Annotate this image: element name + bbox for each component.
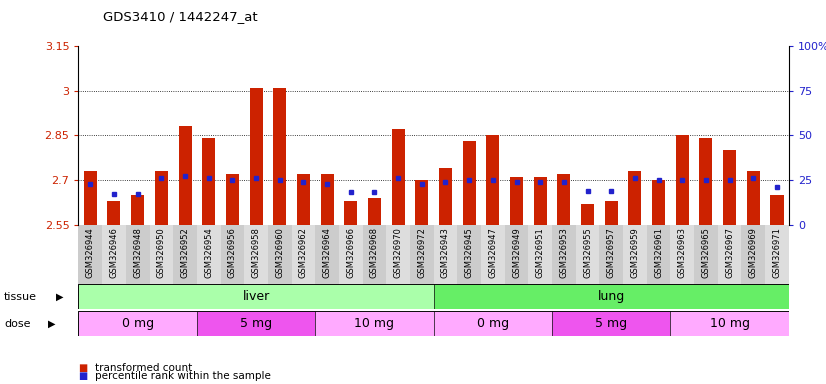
Bar	[225, 174, 239, 225]
Bar	[652, 180, 665, 225]
Bar	[434, 311, 552, 336]
Bar	[576, 225, 600, 296]
Bar	[415, 180, 429, 225]
Bar	[458, 225, 481, 296]
Bar	[605, 201, 618, 225]
Bar	[671, 225, 694, 296]
Bar	[410, 225, 434, 296]
Bar	[676, 136, 689, 225]
Text: ▶: ▶	[56, 291, 64, 302]
Bar	[363, 225, 387, 296]
Bar	[154, 171, 168, 225]
Bar	[529, 225, 552, 296]
Bar	[131, 195, 145, 225]
Bar	[481, 225, 505, 296]
Text: tissue: tissue	[4, 291, 37, 302]
Bar	[463, 141, 476, 225]
Text: 10 mg: 10 mg	[710, 317, 750, 330]
Text: GDS3410 / 1442247_at: GDS3410 / 1442247_at	[103, 10, 258, 23]
Bar	[268, 225, 292, 296]
Bar	[487, 136, 500, 225]
Bar	[694, 225, 718, 296]
Bar	[742, 225, 765, 296]
Bar	[197, 311, 316, 336]
Bar	[700, 138, 713, 225]
Bar	[197, 225, 221, 296]
Bar	[150, 225, 173, 296]
Bar	[78, 311, 197, 336]
Bar	[558, 174, 571, 225]
Bar	[178, 126, 192, 225]
Bar	[771, 195, 784, 225]
Bar	[126, 225, 150, 296]
Text: transformed count: transformed count	[95, 363, 192, 373]
Text: ■: ■	[78, 363, 88, 373]
Bar	[629, 171, 642, 225]
Bar	[292, 225, 316, 296]
Bar	[718, 225, 742, 296]
Bar	[78, 284, 434, 309]
Bar	[552, 225, 576, 296]
Bar	[244, 225, 268, 296]
Bar	[202, 138, 216, 225]
Bar	[387, 225, 410, 296]
Bar	[434, 284, 789, 309]
Bar	[600, 225, 623, 296]
Bar	[647, 225, 671, 296]
Text: 5 mg: 5 mg	[596, 317, 627, 330]
Bar	[320, 174, 334, 225]
Text: 10 mg: 10 mg	[354, 317, 395, 330]
Bar	[344, 201, 358, 225]
Bar	[273, 88, 287, 225]
Bar	[249, 88, 263, 225]
Bar	[552, 311, 671, 336]
Text: liver: liver	[243, 290, 269, 303]
Bar	[581, 204, 594, 225]
Bar	[316, 225, 339, 296]
Text: lung: lung	[598, 290, 624, 303]
Bar	[173, 225, 197, 296]
Bar	[316, 311, 434, 336]
Text: 5 mg: 5 mg	[240, 317, 272, 330]
Bar	[439, 168, 452, 225]
Text: 0 mg: 0 mg	[477, 317, 509, 330]
Bar	[221, 225, 244, 296]
Bar	[297, 174, 310, 225]
Bar	[102, 225, 126, 296]
Bar	[392, 129, 405, 225]
Bar	[339, 225, 363, 296]
Text: percentile rank within the sample: percentile rank within the sample	[95, 371, 271, 381]
Bar	[534, 177, 547, 225]
Text: ■: ■	[78, 371, 88, 381]
Text: ▶: ▶	[48, 318, 55, 329]
Bar	[623, 225, 647, 296]
Bar	[434, 225, 458, 296]
Bar	[510, 177, 523, 225]
Bar	[765, 225, 789, 296]
Bar	[368, 198, 381, 225]
Bar	[83, 171, 97, 225]
Bar	[107, 201, 121, 225]
Bar	[671, 311, 789, 336]
Bar	[505, 225, 529, 296]
Bar	[78, 225, 102, 296]
Text: dose: dose	[4, 318, 31, 329]
Text: 0 mg: 0 mg	[121, 317, 154, 330]
Bar	[723, 150, 736, 225]
Bar	[747, 171, 760, 225]
